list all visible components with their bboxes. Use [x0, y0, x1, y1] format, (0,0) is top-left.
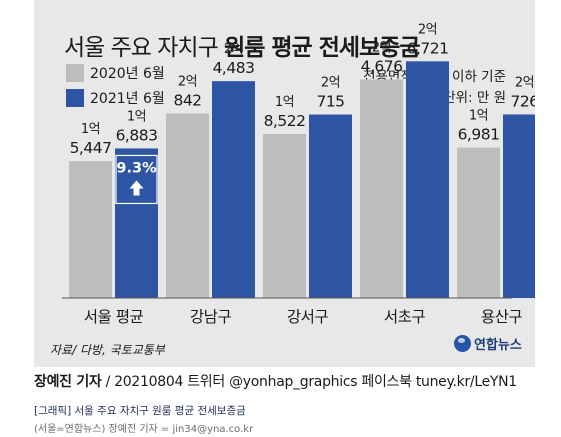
- bar-2021-4: [503, 114, 535, 299]
- title-light: 서울 주요 자치구: [64, 35, 219, 61]
- chart-title: 서울 주요 자치구 원룸 평균 전세보증금: [64, 28, 421, 62]
- category-label-2: 강서구: [287, 308, 329, 326]
- bar-chart: 1억 5,447 1억 6,883 서울 평균 2억 842 2억 4,483 강남구 1억 8,52…: [62, 22, 535, 326]
- legend-label-2020: 2020년 6월: [90, 66, 165, 82]
- legend-swatch-2020: [66, 64, 84, 82]
- bar-2021-2: [309, 114, 352, 298]
- category-label-0: 서울 평균: [84, 308, 144, 326]
- bar-label-top-1-0: 1억: [127, 109, 146, 124]
- bar-2020-4: [457, 147, 500, 298]
- caption-byline: (서울=연합뉴스) 장예진 기자 = jin34@yna.co.kr: [34, 424, 254, 435]
- arrow-up-icon: [129, 180, 144, 196]
- bar-label-value-1-2: 715: [316, 93, 344, 111]
- bar-label-value-0-3: 4,676: [361, 57, 403, 75]
- logo-ball-icon: [454, 335, 471, 352]
- credit-name: 장예진 기자: [34, 374, 102, 390]
- category-label-4: 용산구: [481, 308, 523, 326]
- legend-swatch-2021: [66, 89, 84, 107]
- bar-label-top-0-2: 1억: [275, 95, 294, 110]
- bar-2021-3: [406, 61, 449, 299]
- bar-label-value-1-1: 4,483: [213, 59, 255, 77]
- bar-2020-1: [166, 113, 209, 298]
- bar-2021-1: [212, 81, 255, 298]
- source-note: 자료/ 다방, 국토교통부: [50, 343, 165, 357]
- bar-label-top-0-1: 2억: [178, 74, 197, 89]
- bar-label-top-1-1: 2억: [224, 42, 243, 57]
- bar-2020-0: [69, 161, 112, 298]
- logo-text: 연합뉴스: [474, 338, 522, 353]
- change-box: [115, 154, 158, 205]
- legend-label-2021: 2021년 6월: [90, 91, 165, 107]
- bar-label-top-1-3: 2억: [418, 22, 437, 37]
- bar-label-value-1-3: 6,721: [407, 39, 449, 57]
- legend-item-2021: 2021년 6월: [66, 88, 165, 108]
- bar-2021-0: [115, 148, 158, 298]
- bar-label-value-0-4: 6,981: [458, 126, 500, 144]
- bar-label-value-0-1: 842: [173, 91, 201, 109]
- legend-item-2020: 2020년 6월: [66, 63, 165, 83]
- bar-label-value-1-4: 726: [510, 92, 535, 110]
- bar-label-top-1-2: 2억: [321, 76, 340, 91]
- title-bold: 원룸 평균 전세보증금: [224, 35, 420, 61]
- bar-label-value-0-2: 8,522: [264, 112, 306, 130]
- note-unit: 단위: 만 원: [443, 90, 506, 106]
- credit-line: 장예진 기자 / 20210804 트위터 @yonhap_graphics 페…: [34, 371, 517, 391]
- bar-label-top-0-4: 1억: [469, 109, 488, 124]
- yonhap-logo: 연합뉴스: [454, 334, 522, 353]
- bar-label-value-0-0: 5,447: [70, 139, 112, 157]
- change-percent: 9.3%: [116, 160, 157, 176]
- category-label-1: 강남구: [190, 308, 232, 326]
- bar-label-top-0-0: 1억: [81, 122, 100, 137]
- credit-rest: / 20210804 트위터 @yonhap_graphics 페이스북 tun…: [101, 374, 518, 390]
- bar-label-top-0-3: 2억: [372, 40, 391, 55]
- bar-label-value-1-0: 6,883: [116, 126, 158, 144]
- caption-title: [그래픽] 서울 주요 자치구 원룸 평균 전세보증금: [34, 405, 246, 417]
- bar-2020-2: [263, 133, 306, 298]
- category-label-3: 서초구: [384, 308, 426, 326]
- bar-2020-3: [360, 79, 403, 299]
- bar-label-top-1-4: 2억: [515, 75, 534, 90]
